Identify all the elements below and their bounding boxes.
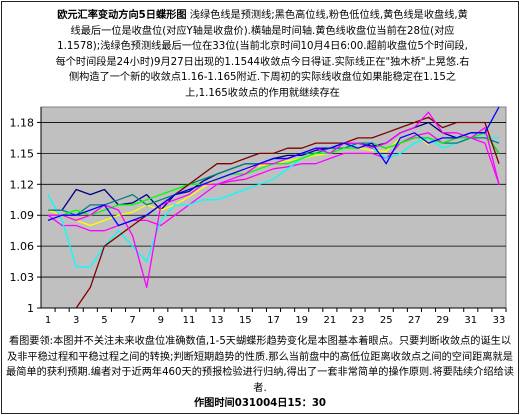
x-tick-label: 7 <box>129 315 135 326</box>
x-tick-label: 33 <box>493 315 506 326</box>
x-tick-label: 17 <box>267 315 280 326</box>
x-tick-label: 25 <box>380 315 393 326</box>
x-tick-label: 1 <box>45 315 51 326</box>
y-tick-label: 1.15 <box>10 147 35 160</box>
footer-note: 看图要领:本图并不关注未来收盘位准确数值,1-5天蝴蝶形趋势变化是本图基本着眼点… <box>6 336 514 394</box>
x-tick-label: 19 <box>295 315 308 326</box>
chart-legend-text: 浅绿色线是预测线;黑色高位线,粉色低位线,黄色线是收盘线,黄线最后一位是收盘位(… <box>55 10 470 99</box>
x-tick-label: 21 <box>323 315 336 326</box>
y-tick-label: 1.03 <box>10 271 35 284</box>
x-tick-label: 15 <box>239 315 252 326</box>
series-line <box>48 111 500 289</box>
x-tick-label: 29 <box>436 315 449 326</box>
x-tick-label: 5 <box>101 315 107 326</box>
y-tick-label: 1 <box>27 302 34 315</box>
footer-time: 作图时间031004日15：30 <box>193 398 326 410</box>
chart-description: 欧元汇率变动方向5日蝶形图 浅绿色线是预测线;黑色高位线,粉色低位线,黄色线是收… <box>55 8 470 102</box>
chart-title: 欧元汇率变动方向5日蝶形图 <box>57 10 187 21</box>
x-tick-label: 27 <box>408 315 421 326</box>
footer: 看图要领:本图并不关注未来收盘位准确数值,1-5天蝴蝶形趋势变化是本图基本着眼点… <box>4 334 516 412</box>
x-tick-label: 31 <box>464 315 477 326</box>
y-tick-label: 1.12 <box>10 178 35 191</box>
x-tick-label: 9 <box>158 315 164 326</box>
x-tick-label: 23 <box>352 315 365 326</box>
y-tick-label: 1.06 <box>10 240 35 253</box>
series-line <box>47 106 500 227</box>
x-tick-label: 13 <box>211 315 224 326</box>
x-tick-label: 11 <box>183 315 196 326</box>
y-tick-label: 1.18 <box>10 116 35 129</box>
y-tick-label: 1.09 <box>10 209 35 222</box>
plot-area <box>40 106 507 309</box>
x-tick-label: 3 <box>73 315 79 326</box>
